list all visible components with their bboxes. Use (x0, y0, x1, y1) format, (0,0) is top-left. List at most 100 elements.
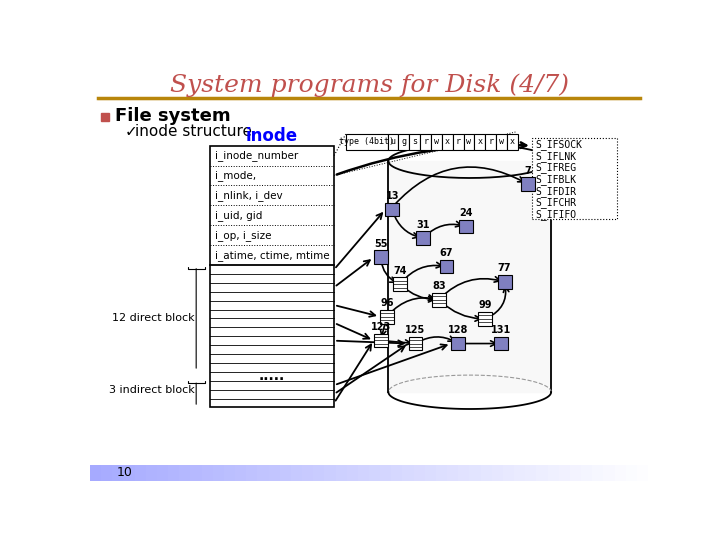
Bar (90, 465, 102, 481)
Bar (498, 275, 512, 289)
Bar (398, 134, 409, 150)
Bar (521, 177, 535, 191)
Bar (570, 465, 582, 481)
Bar (135, 465, 147, 481)
Text: g: g (401, 137, 406, 146)
Bar (157, 465, 169, 481)
Bar (101, 465, 113, 481)
Text: ✓: ✓ (125, 124, 138, 139)
Bar (436, 465, 448, 481)
Text: System programs for Disk (4/7): System programs for Disk (4/7) (169, 73, 569, 97)
Bar (101, 112, 109, 121)
Bar (269, 465, 281, 481)
Bar (439, 260, 454, 273)
Bar (459, 220, 473, 233)
Text: S_IFLNK: S_IFLNK (536, 151, 577, 162)
Bar (503, 465, 515, 481)
Bar (380, 309, 394, 323)
Bar (496, 134, 507, 150)
Text: 128: 128 (448, 325, 468, 335)
Bar (492, 465, 504, 481)
Text: S_IFCHR: S_IFCHR (536, 197, 577, 208)
Text: 67: 67 (440, 248, 454, 258)
Text: r: r (456, 137, 461, 146)
Text: 12 direct block: 12 direct block (112, 313, 194, 323)
Text: 31: 31 (416, 220, 430, 229)
Bar (420, 134, 431, 150)
Bar (453, 134, 464, 150)
Bar (124, 465, 135, 481)
Text: i_op, i_size: i_op, i_size (215, 230, 271, 241)
Bar (603, 465, 616, 481)
Bar (258, 465, 269, 481)
Bar (469, 465, 482, 481)
Bar (459, 465, 470, 481)
Bar (485, 134, 496, 150)
Bar (369, 465, 381, 481)
Text: 123: 123 (371, 322, 391, 332)
Text: S_IFBLK: S_IFBLK (536, 174, 577, 185)
Bar (431, 134, 442, 150)
Text: 24: 24 (459, 208, 472, 218)
Text: S_IFIFO: S_IFIFO (536, 209, 577, 220)
Bar (235, 465, 247, 481)
Bar (464, 134, 474, 150)
Text: w: w (499, 137, 504, 146)
Bar (432, 293, 446, 307)
Bar (347, 465, 359, 481)
Text: 7: 7 (524, 166, 531, 176)
Text: 10: 10 (117, 467, 132, 480)
Text: S_IFREG: S_IFREG (536, 163, 577, 173)
Bar (547, 465, 559, 481)
Bar (358, 465, 370, 481)
Bar (179, 465, 192, 481)
Bar (514, 465, 526, 481)
Bar (425, 465, 437, 481)
Bar (346, 134, 387, 150)
Bar (416, 231, 431, 245)
Bar (374, 334, 387, 347)
Bar (494, 336, 508, 350)
Bar (280, 465, 292, 481)
Text: r: r (423, 137, 428, 146)
Bar (507, 134, 518, 150)
Text: w: w (434, 137, 439, 146)
Text: r: r (488, 137, 493, 146)
Bar (246, 465, 258, 481)
Text: S_IFSOCK: S_IFSOCK (536, 139, 582, 150)
Bar (442, 134, 453, 150)
Bar (324, 465, 336, 481)
Bar (451, 336, 465, 350)
Text: 55: 55 (374, 239, 387, 249)
Text: i_nlink, i_dev: i_nlink, i_dev (215, 190, 282, 201)
Bar (637, 465, 649, 481)
Bar (291, 465, 303, 481)
Text: x: x (445, 137, 450, 146)
Bar (526, 465, 537, 481)
Text: File system: File system (114, 107, 230, 125)
Bar (408, 336, 423, 350)
Text: 13: 13 (385, 191, 399, 201)
Bar (581, 465, 593, 481)
Bar (478, 312, 492, 326)
Bar (302, 465, 314, 481)
Bar (393, 278, 407, 291)
Bar (414, 465, 426, 481)
Bar (615, 465, 626, 481)
Text: x: x (510, 137, 515, 146)
Bar (224, 465, 236, 481)
Bar (559, 465, 571, 481)
Text: i_inode_number: i_inode_number (215, 150, 298, 161)
Text: s: s (413, 137, 417, 146)
Text: w: w (467, 137, 472, 146)
Text: S_IFDIR: S_IFDIR (536, 186, 577, 197)
Bar (380, 465, 392, 481)
Bar (202, 465, 214, 481)
Bar (402, 465, 415, 481)
Text: .....: ..... (259, 369, 285, 383)
Bar (409, 134, 420, 150)
Bar (336, 465, 348, 481)
Text: x: x (477, 137, 482, 146)
Bar (168, 465, 180, 481)
Text: u: u (390, 137, 395, 146)
